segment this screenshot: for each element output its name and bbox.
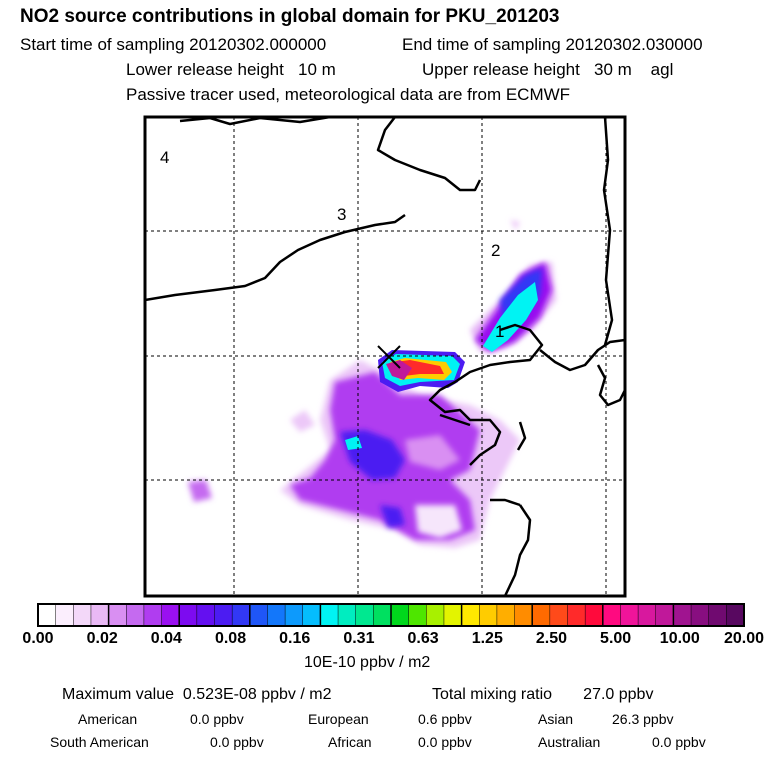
source-label-australian: Australian xyxy=(538,734,601,750)
colorbar-tick-label: 0.16 xyxy=(279,630,311,647)
source-label-south-american: South American xyxy=(50,734,149,750)
receptor-marker xyxy=(377,345,401,369)
colorbar-tick-label: 20.00 xyxy=(723,630,765,647)
colorbar-cell xyxy=(143,604,163,626)
colorbar-tick-label: 0.00 xyxy=(22,630,54,647)
colorbar-cell xyxy=(302,604,321,626)
colorbar-cell xyxy=(585,604,604,626)
colorbar-cell xyxy=(373,604,392,626)
source-value-european: 0.6 ppbv xyxy=(418,711,472,727)
colorbar-cells xyxy=(38,604,745,626)
colorbar-cell xyxy=(108,604,127,626)
colorbar-cell xyxy=(443,604,463,626)
source-label-american: American xyxy=(78,711,138,727)
colorbar-tick-label: 2.50 xyxy=(535,630,568,647)
upper-release-height: Upper release height 30 m agl xyxy=(422,60,674,79)
colorbar-major-ticks xyxy=(55,604,727,626)
colorbar-cell xyxy=(90,604,110,626)
contribution-field xyxy=(188,220,556,548)
colorbar-tick-label: 0.08 xyxy=(214,630,247,647)
colorbar-cell xyxy=(249,604,268,626)
source-value-south-american: 0.0 ppbv xyxy=(210,734,264,750)
colorbar-cell xyxy=(673,604,692,626)
colorbar-cell xyxy=(549,604,568,626)
colorbar-tick-label: 0.02 xyxy=(86,630,118,647)
colorbar-cell xyxy=(38,604,57,626)
colorbar-cell xyxy=(726,604,745,626)
colorbar-cell xyxy=(426,604,445,626)
colorbar-cell xyxy=(196,604,215,626)
max-value: Maximum value 0.523E-08 ppbv / m2 xyxy=(62,686,332,703)
source-label-african: African xyxy=(328,734,372,750)
region-label-4: 4 xyxy=(160,148,169,167)
source-label-european: European xyxy=(308,711,369,727)
colorbar-cell xyxy=(479,604,498,626)
end-time-label: End time of sampling 20120302.030000 xyxy=(402,35,703,54)
tracer-note: Passive tracer used, meteorological data… xyxy=(126,85,571,104)
colorbar-cell xyxy=(496,604,516,626)
source-label-asian: Asian xyxy=(538,711,574,727)
colorbar-cell xyxy=(232,604,251,626)
colorbar-cell xyxy=(355,604,374,626)
colorbar-cell xyxy=(73,604,92,626)
source-value-american: 0.0 ppbv xyxy=(190,711,244,727)
start-time-label: Start time of sampling 20120302.000000 xyxy=(20,35,327,54)
colorbar-cell xyxy=(461,604,480,626)
colorbar-tick-label: 1.25 xyxy=(471,630,503,647)
colorbar-tick-label: 0.31 xyxy=(343,630,375,647)
source-value-african: 0.0 ppbv xyxy=(418,734,472,750)
colorbar-cell xyxy=(55,604,74,626)
region-label-1: 1 xyxy=(495,322,504,341)
colorbar-cell xyxy=(514,604,533,626)
colorbar-cell xyxy=(638,604,657,626)
region-label-3: 3 xyxy=(337,205,346,224)
colorbar-cell xyxy=(161,604,180,626)
colorbar-cell xyxy=(179,604,198,626)
colorbar-cell xyxy=(320,604,339,626)
lower-release-height: Lower release height 10 m xyxy=(126,60,336,79)
colorbar-cell xyxy=(285,604,304,626)
colorbar-tick-label: 10.00 xyxy=(659,630,700,647)
colorbar-units: 10E-10 ppbv / m2 xyxy=(304,654,431,671)
colorbar-cell xyxy=(655,604,674,626)
colorbar-cell xyxy=(602,604,621,626)
colorbar-cell xyxy=(691,604,710,626)
colorbar-cell xyxy=(338,604,357,626)
colorbar-cell xyxy=(267,604,286,626)
plot-title: NO2 source contributions in global domai… xyxy=(20,6,560,27)
source-value-asian: 26.3 ppbv xyxy=(612,711,674,727)
colorbar-cell xyxy=(408,604,427,626)
colorbar-cell xyxy=(620,604,639,626)
colorbar-tick-label: 0.04 xyxy=(150,630,182,647)
colorbar-cell xyxy=(391,604,410,626)
colorbar-cell xyxy=(532,604,551,626)
region-label-2: 2 xyxy=(491,241,500,260)
colorbar-cell xyxy=(214,604,233,626)
colorbar-tick-label: 5.00 xyxy=(600,630,632,647)
colorbar-cell xyxy=(708,604,727,626)
colorbar-tick-label: 0.63 xyxy=(407,630,439,647)
total-mixing-ratio: Total mixing ratio 27.0 ppbv xyxy=(432,686,654,703)
map-frame xyxy=(143,115,627,598)
colorbar-cell xyxy=(126,604,145,626)
source-value-australian: 0.0 ppbv xyxy=(652,734,706,750)
colorbar-cell xyxy=(567,604,586,626)
